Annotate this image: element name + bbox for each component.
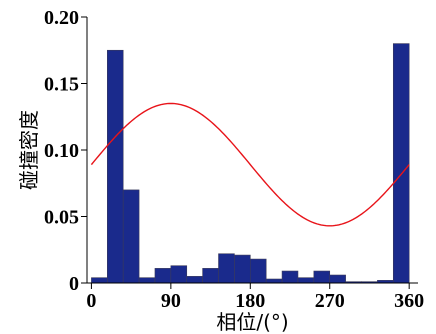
x-tick-label: 0 [86, 290, 96, 312]
fitted-curve [90, 102, 410, 227]
bar [249, 258, 267, 284]
y-tick-label: 0.20 [44, 7, 79, 29]
bar [234, 254, 251, 284]
y-axis-title: 碰撞密度 [17, 110, 41, 190]
bar [202, 268, 219, 284]
x-tick-label: 180 [235, 290, 265, 312]
x-axis-ticks: 0 90 180 270 360 [86, 283, 424, 312]
bar [91, 277, 108, 284]
y-tick-label: 0.05 [44, 207, 79, 229]
bar [281, 270, 299, 284]
plot-area [90, 43, 410, 284]
bar [154, 268, 172, 284]
axes: 0 0.05 0.10 0.15 0.20 0 90 180 270 360 [44, 7, 424, 312]
bar [186, 276, 203, 284]
bar [122, 189, 140, 284]
bar [170, 265, 188, 284]
bar [265, 278, 283, 284]
y-tick-label: 0 [69, 273, 79, 295]
bar [218, 253, 235, 284]
bar [138, 277, 156, 284]
bar [107, 49, 124, 284]
x-axis-title: 相位/(°) [216, 310, 288, 334]
y-tick-label: 0.15 [44, 74, 79, 96]
x-tick-label: 90 [161, 290, 181, 312]
bar [329, 274, 346, 284]
bar [297, 277, 315, 284]
bar [313, 270, 331, 284]
bar [392, 43, 410, 284]
y-axis-ticks: 0 0.05 0.10 0.15 0.20 [44, 7, 87, 295]
histogram-bars [91, 43, 410, 284]
y-tick-label: 0.10 [44, 140, 79, 162]
x-tick-label: 270 [315, 290, 345, 312]
x-tick-label: 360 [394, 290, 424, 312]
